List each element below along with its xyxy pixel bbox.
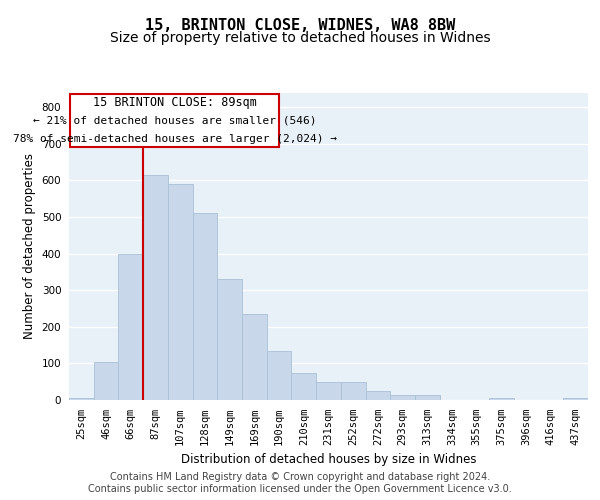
Bar [94,362,118,400]
Bar [489,398,514,400]
Bar [242,314,267,400]
Text: 15 BRINTON CLOSE: 89sqm: 15 BRINTON CLOSE: 89sqm [93,96,257,109]
Bar [316,382,341,400]
Bar [143,175,168,400]
Bar [118,254,143,400]
Bar [390,394,415,400]
Text: 78% of semi-detached houses are larger (2,024) →: 78% of semi-detached houses are larger (… [13,134,337,143]
Bar [267,350,292,400]
Text: Size of property relative to detached houses in Widnes: Size of property relative to detached ho… [110,31,490,45]
Bar [415,394,440,400]
Text: Contains HM Land Registry data © Crown copyright and database right 2024.: Contains HM Land Registry data © Crown c… [110,472,490,482]
Text: ← 21% of detached houses are smaller (546): ← 21% of detached houses are smaller (54… [33,116,316,126]
Bar [168,184,193,400]
Bar [69,398,94,400]
Bar [563,398,588,400]
Bar [217,279,242,400]
Text: 15, BRINTON CLOSE, WIDNES, WA8 8BW: 15, BRINTON CLOSE, WIDNES, WA8 8BW [145,18,455,32]
Bar [365,391,390,400]
X-axis label: Distribution of detached houses by size in Widnes: Distribution of detached houses by size … [181,454,476,466]
Bar [292,372,316,400]
Text: Contains public sector information licensed under the Open Government Licence v3: Contains public sector information licen… [88,484,512,494]
FancyBboxPatch shape [70,94,279,148]
Bar [341,382,365,400]
Bar [193,214,217,400]
Y-axis label: Number of detached properties: Number of detached properties [23,153,36,339]
